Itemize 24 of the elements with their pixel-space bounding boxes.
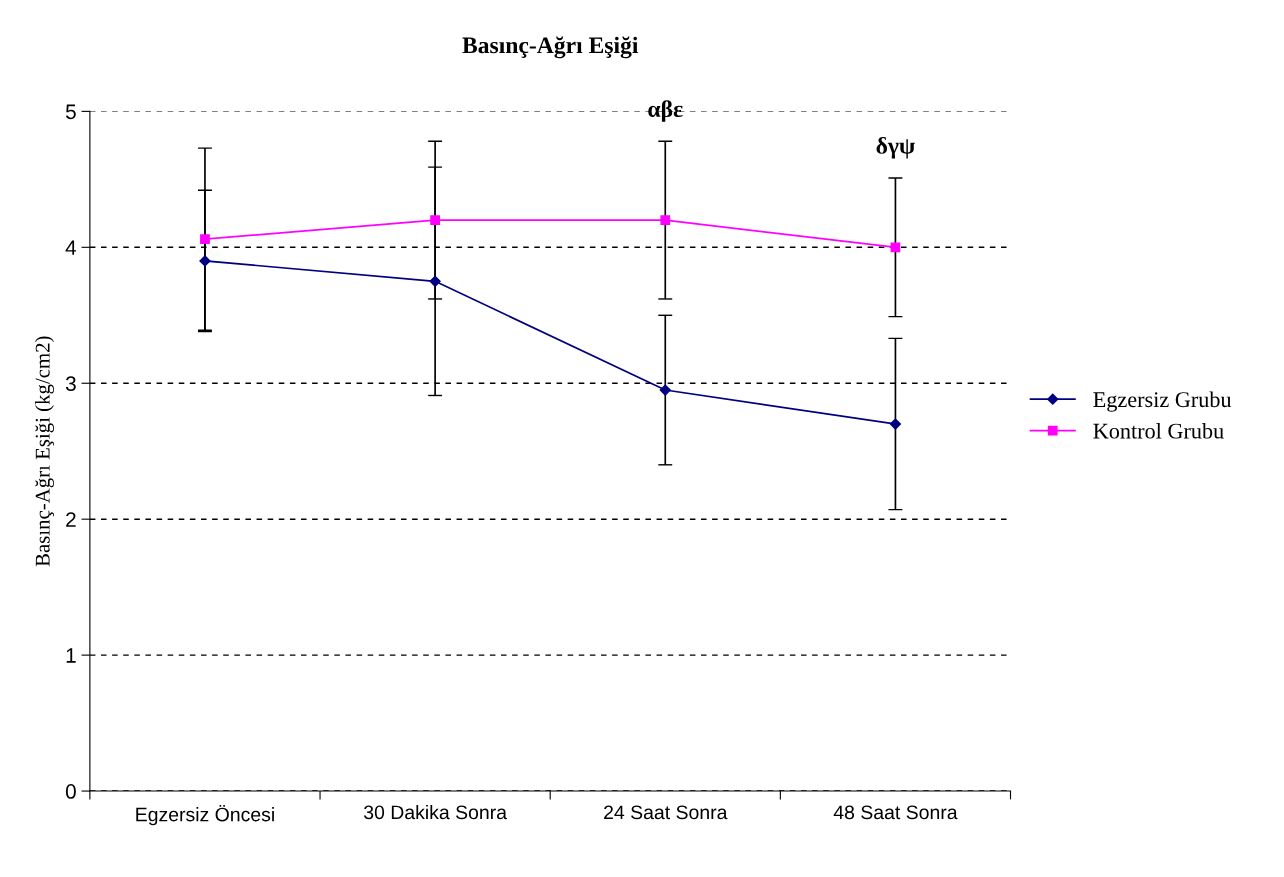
legend-label: Kontrol Grubu (1093, 422, 1224, 439)
point (199, 255, 211, 267)
y-tick-label: 3 (65, 376, 76, 391)
y-tick-label: 2 (66, 512, 76, 527)
y-tick-label: 5 (65, 104, 76, 120)
point (889, 418, 902, 430)
point (890, 242, 901, 253)
x-tick-label: 24 Saat Sonra (604, 805, 728, 820)
y-tick-label: 4 (65, 240, 77, 255)
point (430, 215, 440, 225)
legend-label: Egzersiz Grubu (1093, 391, 1232, 412)
y-tick-label: 1 (66, 648, 76, 663)
y-axis-title: Basınç-Ağrı Eşiği (kg/cm2) (35, 336, 54, 567)
point (659, 384, 671, 396)
x-tick-label: 30 Dakika Sonra (363, 804, 507, 820)
annotation: δγψ (876, 137, 915, 159)
x-tick-label: 48 Saat Sonra (833, 805, 958, 820)
x-tick-label: Egzersiz Öncesi (136, 804, 274, 826)
y-tick-label: 0 (65, 784, 76, 799)
point (660, 215, 671, 225)
chart-title: Basınç-Ağrı Eşiği (462, 36, 639, 59)
annotation: αβε (648, 100, 683, 122)
point (200, 234, 210, 245)
point (429, 275, 441, 287)
